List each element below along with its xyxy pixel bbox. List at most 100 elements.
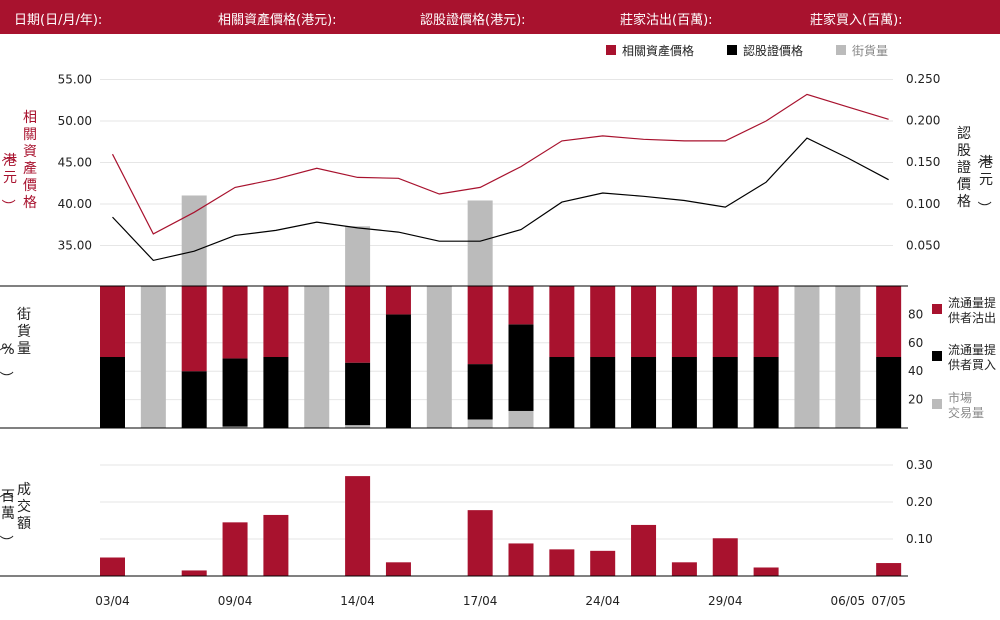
turnover-bar (385, 562, 411, 576)
vertical-label-char: 交 (17, 498, 31, 515)
outstanding-bar (467, 200, 493, 286)
right-tick-label: 0.050 (906, 238, 940, 252)
x-tick-label: 29/04 (708, 594, 743, 608)
vertical-label-char: 街 (17, 307, 31, 323)
market-volume-bar (140, 286, 166, 428)
turnover-bar (712, 538, 738, 576)
mm-sell-bar (631, 286, 657, 357)
market-volume-bar (222, 426, 248, 428)
turnover-tick-label: 0.10 (906, 532, 933, 546)
legend-label: 街貨量 (852, 43, 888, 58)
turnover-panel-unit: （百萬 ） (0, 484, 15, 549)
turnover-bar (181, 570, 207, 576)
right-tick-label: 0.250 (906, 72, 940, 86)
x-tick-label: 14/04 (340, 594, 375, 608)
left-tick-label: 50.00 (58, 114, 92, 128)
mm-buy-bar (631, 357, 657, 428)
warrant-price-line (112, 137, 889, 262)
turnover-bar (549, 549, 575, 576)
x-tick-label: 09/04 (218, 594, 253, 608)
left-axis-unit: （港元 ） (0, 148, 17, 213)
mm-sell-bar (671, 286, 697, 357)
market-volume-bar (304, 286, 330, 428)
right-tick-label: 0.100 (906, 197, 940, 211)
x-tick-label: 17/04 (463, 594, 498, 608)
percent-tick-label: 80 (908, 307, 923, 321)
warrant-price-label: 認股證價格(港元): (420, 13, 526, 28)
date-label: 日期(日/月/年): (14, 13, 103, 28)
stack-legend-swatch (932, 304, 942, 314)
mm-buy-bar (385, 314, 411, 428)
market-volume-bar (835, 286, 861, 428)
vertical-label-char: 元 (3, 170, 17, 186)
mm-sell-bar (876, 286, 902, 357)
x-tick-label: 06/05 (831, 594, 866, 608)
stack-legend-label-line: 流通量提 (948, 342, 996, 357)
percent-tick-label: 20 (908, 393, 923, 407)
vertical-label-char: 量 (17, 341, 31, 357)
vertical-label-char: ） (0, 371, 13, 385)
mm-buy-label: 莊家買入(百萬): (810, 13, 903, 28)
vertical-label-char: 價 (23, 177, 37, 194)
mm-sell-label: 莊家沽出(百萬): (620, 13, 713, 28)
mm-sell-bar (508, 286, 534, 325)
mm-sell-bar (263, 286, 289, 357)
x-tick-label: 24/04 (585, 594, 620, 608)
mm-buy-bar (876, 357, 902, 428)
left-tick-label: 40.00 (58, 197, 92, 211)
market-volume-bar (426, 286, 452, 428)
stack-legend-label-line: 流通量提 (948, 295, 996, 310)
percent-tick-label: 40 (908, 364, 923, 378)
left-tick-label: 45.00 (58, 156, 92, 170)
vertical-label-char: 股 (957, 143, 971, 159)
vertical-label-char: （ (0, 337, 13, 351)
market-volume-bar (345, 425, 371, 428)
mm-buy-bar (590, 357, 616, 428)
turnover-bar (345, 476, 371, 576)
underlying-price-label: 相關資產價格(港元): (218, 13, 337, 28)
mm-buy-bar (181, 371, 207, 428)
turnover-bar (876, 563, 902, 576)
left-tick-label: 35.00 (58, 239, 92, 253)
stack-legend-label: 市場交易量 (948, 390, 984, 420)
mm-sell-bar (712, 286, 738, 357)
outstanding-bar (181, 195, 207, 286)
vertical-label-char: 港 (979, 155, 993, 171)
stack-legend-label-line: 交易量 (948, 405, 984, 420)
vertical-label-char: ） (0, 535, 13, 549)
vertical-label-char: 認 (957, 126, 971, 142)
header-bar: 日期(日/月/年): 相關資產價格(港元): 認股證價格(港元): 莊家沽出(百… (0, 0, 1000, 34)
mm-buy-bar (467, 364, 493, 420)
vertical-label-char: 萬 (1, 506, 15, 522)
left-axis-title: 相關資產價格 (23, 110, 37, 211)
underlying-price-line (111, 93, 889, 235)
vertical-label-char: 格 (957, 194, 971, 210)
turnover-bar (263, 514, 289, 576)
mm-sell-bar (467, 286, 493, 365)
mm-sell-bar (385, 286, 411, 315)
vertical-label-char: （ (975, 150, 991, 164)
legend-label: 認股證價格 (743, 43, 803, 58)
turnover-tick-label: 0.30 (906, 458, 933, 472)
stack-legend-swatch (932, 399, 942, 409)
vertical-label-char: 關 (23, 127, 37, 143)
mm-sell-bar (222, 286, 248, 359)
turnover-panel-title: 成交額 (17, 482, 31, 532)
vertical-label-char: 相 (23, 110, 37, 126)
stack-legend-label-line: 市場 (948, 390, 972, 405)
right-axis-title: 認股證價格 (957, 126, 971, 210)
mm-buy-bar (345, 362, 371, 426)
turnover-tick-label: 0.20 (906, 495, 933, 509)
right-axis-unit: （港元 ） (975, 150, 993, 215)
vertical-label-char: 格 (23, 195, 37, 211)
mm-buy-bar (671, 357, 697, 428)
percent-tick-label: 60 (908, 336, 923, 350)
turnover-bar (100, 557, 125, 576)
vertical-label-char: 貨 (17, 323, 31, 340)
stack-legend-label-line: 供者沽出 (948, 311, 996, 325)
x-tick-label: 07/05 (871, 594, 906, 608)
stack-legend-swatch (932, 351, 942, 361)
percent-panel-title: 街貨量 (17, 307, 31, 357)
legend-swatch (606, 45, 616, 55)
